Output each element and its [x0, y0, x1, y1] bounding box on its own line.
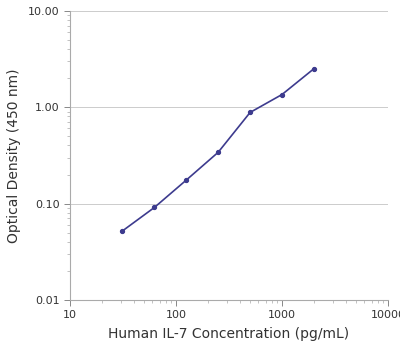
Y-axis label: Optical Density (450 nm): Optical Density (450 nm) — [7, 68, 21, 242]
X-axis label: Human IL-7 Concentration (pg/mL): Human IL-7 Concentration (pg/mL) — [108, 327, 350, 342]
